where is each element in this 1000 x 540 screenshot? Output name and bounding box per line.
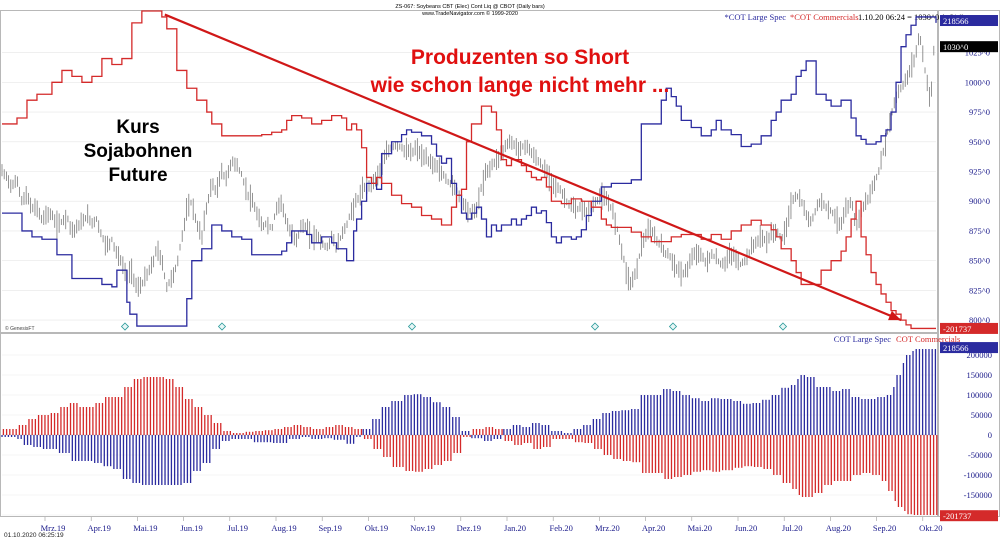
event-markers [120, 322, 788, 331]
cot-histogram [1, 349, 938, 515]
x-tick-label: Mai.19 [133, 523, 157, 533]
x-tick-label: Jun.20 [735, 523, 757, 533]
trend-arrow [164, 13, 902, 322]
event-marker [217, 322, 227, 331]
x-tick-label: Jul.19 [228, 523, 249, 533]
commercials-step-line [2, 10, 936, 330]
value-box [940, 15, 998, 27]
event-marker [407, 322, 417, 331]
event-marker [778, 322, 788, 331]
genesis-label: © GenesisFT [5, 325, 35, 332]
x-tick-label: Feb.20 [550, 523, 573, 533]
x-tick-label: Aug.20 [826, 523, 851, 533]
x-tick-label: Sep.19 [319, 523, 342, 533]
x-tick-label: Aug.19 [271, 523, 296, 533]
value-box-label: -201737 [943, 511, 971, 521]
left-label-line-1: Kurs [116, 117, 159, 138]
upper-y-tick: 825^0 [969, 285, 990, 295]
value-box [940, 342, 998, 354]
upper-y-tick: 875^0 [969, 226, 990, 236]
upper-y-tick: 900^0 [969, 196, 990, 206]
footer-timestamp: 01.10.2020 06:25:19 [4, 532, 64, 539]
right-axis-strip [938, 10, 1000, 517]
chart-title: ZS-067: Soybeans CBT (Elec) Cont Liq @ C… [395, 4, 545, 10]
last-bar-readout: 1.10.20 06:24 = 1030^0 (+6^4) [858, 12, 965, 22]
upper-y-tick: 975^0 [969, 107, 990, 117]
event-marker [590, 322, 600, 331]
x-tick-label: Jan.20 [504, 523, 526, 533]
lower-y-tick: 0 [988, 430, 992, 440]
lower-y-tick: -100000 [964, 470, 992, 480]
headline-line-1: Produzenten so Short [411, 46, 629, 69]
x-tick-label: Okt.20 [919, 523, 942, 533]
lower-legend-commercials: COT Commercials [896, 334, 960, 344]
left-label-line-2: Sojabohnen [84, 141, 193, 162]
x-tick-label: Nov.19 [410, 523, 435, 533]
upper-y-tick: 950^0 [969, 137, 990, 147]
x-tick-label: Dez.19 [457, 523, 481, 533]
large-spec-step-line [2, 16, 937, 327]
x-tick-label: Mrz.20 [595, 523, 620, 533]
x-tick-label: Sep.20 [873, 523, 896, 533]
upper-y-tick: 850^0 [969, 256, 990, 266]
x-tick-label: Mai.20 [688, 523, 712, 533]
value-box [940, 322, 998, 334]
upper-y-tick: 1000^0 [965, 77, 990, 87]
trend-arrow-head [888, 310, 902, 321]
upper-y-tick: 925^0 [969, 167, 990, 177]
lower-y-tick: 100000 [967, 390, 993, 400]
x-tick-label: Mrz.19 [41, 523, 66, 533]
value-box [940, 41, 998, 53]
x-tick-label: Jun.19 [180, 523, 202, 533]
event-marker [668, 322, 678, 331]
x-tick-label: Apr.19 [88, 523, 111, 533]
legend-large-spec: *COT Large Spec [724, 12, 786, 22]
cot-step-lines [2, 10, 937, 330]
trend-arrow-shaft [164, 13, 902, 322]
lower-y-tick: 150000 [967, 370, 993, 380]
upper-y-tick: 1025^0 [965, 48, 990, 58]
headline-line-2: wie schon lange nicht mehr ... [370, 74, 670, 97]
legend-commercials: *COT Commercials [790, 12, 859, 22]
axis-labels: 800^0 825^0 850^0 875^0 900^0 925^0 950^0 975^0… [41, 15, 998, 533]
value-box-label: -201737 [943, 324, 971, 334]
value-box-label: 218566 [943, 343, 969, 353]
upper-y-tick: 800^0 [969, 315, 990, 325]
value-box-label: 1030^0 [943, 42, 968, 52]
price-ohlc-bars [1, 33, 935, 297]
x-tick-label: Apr.20 [642, 523, 665, 533]
lower-y-tick: 50000 [971, 410, 992, 420]
lower-legend-large-spec: COT Large Spec [834, 334, 892, 344]
x-tick-label: Okt.19 [365, 523, 388, 533]
value-box-label: 218566 [943, 16, 969, 26]
lower-y-tick: -50000 [968, 450, 992, 460]
event-marker [120, 322, 130, 331]
lower-y-tick: -150000 [964, 490, 992, 500]
lower-y-tick: 200000 [967, 350, 993, 360]
value-box [940, 510, 998, 522]
x-tick-label: Jul.20 [782, 523, 803, 533]
copyright-text: www.TradeNavigator.com © 1999-2020 [421, 10, 518, 17]
left-label-line-3: Future [108, 165, 167, 186]
